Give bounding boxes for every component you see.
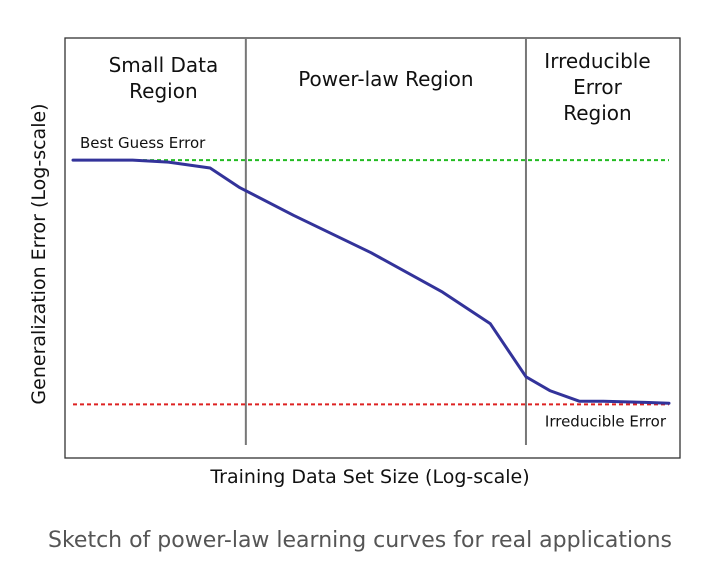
reference-line-labels: Best Guess Error Irreducible Error	[80, 134, 667, 430]
figure-caption: Sketch of power-law learning curves for …	[47, 528, 672, 553]
region-label-irreducible: Irreducible Error Region	[544, 49, 650, 125]
plot-layer	[64, 37, 681, 459]
best-guess-error-label: Best Guess Error	[80, 134, 206, 152]
x-axis-label: Training Data Set Size (Log-scale)	[209, 466, 529, 488]
region-label-line: Error	[573, 75, 623, 99]
region-labels: Small Data Region Power-law RegionIrreduci…	[109, 49, 651, 125]
irreducible-error-label: Irreducible Error	[545, 412, 667, 430]
learning-curve-series-1	[71, 158, 671, 405]
region-label-small-data: Small Data Region	[109, 53, 219, 103]
plot-frame	[64, 37, 681, 459]
y-axis-label: Generalization Error (Log-scale)	[28, 103, 50, 404]
region-label-line: Region	[563, 101, 631, 125]
region-label-line: Irreducible	[544, 49, 650, 73]
region-label-line: Power-law Region	[298, 67, 473, 91]
region-label-line: Region	[129, 79, 197, 103]
region-label-line: Small Data	[109, 53, 219, 77]
region-label-power-law: Power-law Region	[298, 67, 473, 91]
